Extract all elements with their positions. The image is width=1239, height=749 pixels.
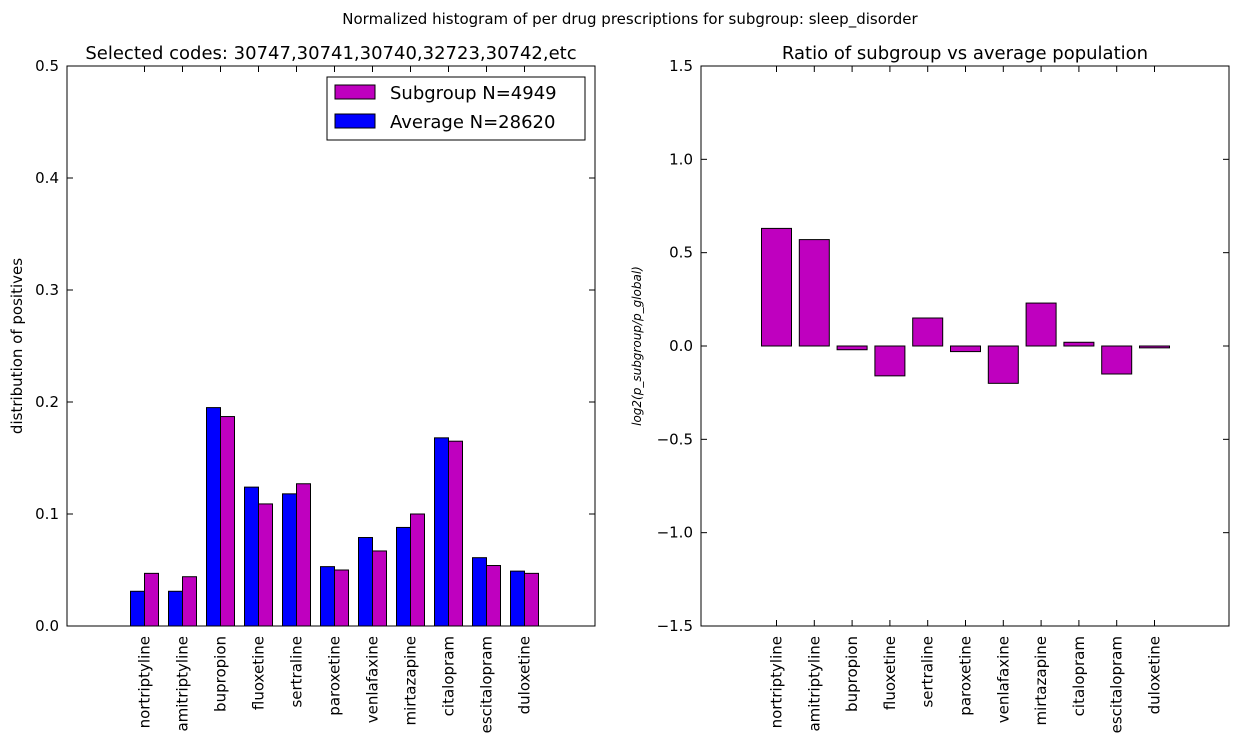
- left-bar-average: [472, 557, 487, 627]
- left-y-tick-label: 0.3: [35, 281, 59, 299]
- right-x-tick-label: citalopram: [1070, 636, 1088, 716]
- right-bar: [1063, 341, 1095, 347]
- left-bar-average: [396, 526, 411, 627]
- right-x-tick-label: sertraline: [919, 636, 937, 708]
- left-bar-average: [434, 437, 449, 627]
- left-y-tick-label: 0.4: [35, 169, 59, 187]
- left-x-tick-label: amitriptyline: [174, 636, 192, 732]
- right-x-tick-label: bupropion: [843, 636, 861, 712]
- left-x-tick-label: mirtazapine: [402, 636, 420, 726]
- right-x-tick-label: duloxetine: [1146, 636, 1164, 714]
- right-bar: [836, 345, 868, 351]
- right-chart: Ratio of subgroup vs average population …: [630, 43, 1230, 733]
- right-y-tick-label: −1.5: [657, 617, 693, 635]
- figure-suptitle: Normalized histogram of per drug prescri…: [342, 10, 918, 29]
- right-bar: [874, 345, 906, 377]
- right-bar: [912, 317, 944, 347]
- right-x-tick-label: amitriptyline: [805, 636, 823, 732]
- legend-swatch-subgroup: [334, 84, 376, 100]
- right-bar: [950, 345, 981, 353]
- right-x-tick-label: nortriptyline: [768, 636, 786, 728]
- right-bar: [1025, 302, 1057, 347]
- left-bar-subgroup: [486, 565, 501, 627]
- left-x-tick-label: escitalopram: [478, 636, 496, 733]
- right-bar: [798, 239, 830, 347]
- left-bar-average: [206, 407, 221, 627]
- right-y-tick-label: −1.0: [657, 524, 693, 542]
- right-y-axis-label: log2(p_subgroup/p_global): [630, 266, 644, 426]
- right-bar: [1101, 345, 1133, 375]
- right-bars: [761, 227, 1170, 384]
- left-bar-average: [130, 590, 145, 627]
- left-bar-subgroup: [144, 572, 159, 627]
- left-bar-subgroup: [372, 550, 387, 627]
- right-bar: [761, 227, 792, 347]
- right-x-tick-label: paroxetine: [957, 636, 975, 716]
- left-bar-subgroup: [220, 416, 235, 627]
- right-axis-ticks: −1.5 −1.0 −0.5 0.0 0.5 1.0 1.5: [657, 57, 1229, 635]
- left-x-tick-label: fluoxetine: [250, 636, 268, 710]
- left-bar-average: [244, 486, 259, 627]
- left-bar-subgroup: [182, 576, 197, 627]
- left-y-tick-label: 0.0: [35, 617, 59, 635]
- legend-label-subgroup: Subgroup N=4949: [390, 83, 557, 104]
- left-y-tick-label: 0.5: [35, 57, 59, 75]
- left-x-tick-labels: nortriptyline amitriptyline bupropion fluox…: [136, 66, 534, 733]
- left-chart-title: Selected codes: 30747,30741,30740,32723,…: [85, 43, 576, 64]
- right-x-tick-label: escitalopram: [1108, 636, 1126, 733]
- left-bar-average: [168, 590, 183, 627]
- right-y-tick-label: −0.5: [657, 430, 693, 448]
- left-x-tick-label: sertraline: [288, 636, 306, 708]
- left-x-tick-label: citalopram: [440, 636, 458, 716]
- left-bar-subgroup: [410, 513, 425, 627]
- left-x-tick-label: venlafaxine: [364, 636, 382, 723]
- left-bar-subgroup: [334, 569, 349, 627]
- right-y-tick-label: 0.5: [669, 244, 693, 262]
- right-bar: [1139, 345, 1170, 349]
- right-x-tick-label: venlafaxine: [994, 636, 1012, 723]
- left-y-tick-label: 0.2: [35, 393, 59, 411]
- left-bars: [130, 407, 539, 627]
- right-bar: [987, 345, 1019, 384]
- right-chart-title: Ratio of subgroup vs average population: [782, 43, 1148, 64]
- left-y-axis-label: distribution of positives: [8, 258, 26, 434]
- legend-swatch-average: [334, 113, 376, 129]
- right-x-tick-labels: nortriptyline amitriptyline bupropion fluox…: [768, 66, 1164, 733]
- left-x-tick-label: duloxetine: [516, 636, 534, 714]
- right-y-tick-label: 1.5: [669, 57, 693, 75]
- legend-box: [326, 76, 586, 141]
- right-x-tick-label: fluoxetine: [881, 636, 899, 710]
- left-bar-average: [510, 570, 525, 627]
- right-x-tick-label: mirtazapine: [1032, 636, 1050, 726]
- right-plot-frame: [700, 65, 1230, 627]
- legend-label-average: Average N=28620: [390, 112, 555, 133]
- left-bar-subgroup: [524, 572, 539, 627]
- left-bar-subgroup: [448, 440, 463, 627]
- left-bar-average: [282, 493, 297, 627]
- left-bar-subgroup: [296, 483, 311, 627]
- left-plot-frame: [66, 65, 596, 627]
- legend: Subgroup N=4949 Average N=28620: [326, 76, 586, 141]
- left-bar-average: [320, 566, 335, 627]
- left-bar-subgroup: [258, 503, 273, 627]
- left-axis-ticks: 0.0 0.1 0.2 0.3 0.4 0.5: [35, 57, 595, 635]
- left-x-tick-label: bupropion: [212, 636, 230, 712]
- right-y-tick-label: 1.0: [669, 150, 693, 168]
- left-x-tick-label: paroxetine: [326, 636, 344, 716]
- left-x-tick-label: nortriptyline: [136, 636, 154, 728]
- left-y-tick-label: 0.1: [35, 505, 59, 523]
- left-chart: Selected codes: 30747,30741,30740,32723,…: [8, 43, 596, 733]
- left-bar-average: [358, 537, 373, 627]
- right-y-tick-label: 0.0: [669, 337, 693, 355]
